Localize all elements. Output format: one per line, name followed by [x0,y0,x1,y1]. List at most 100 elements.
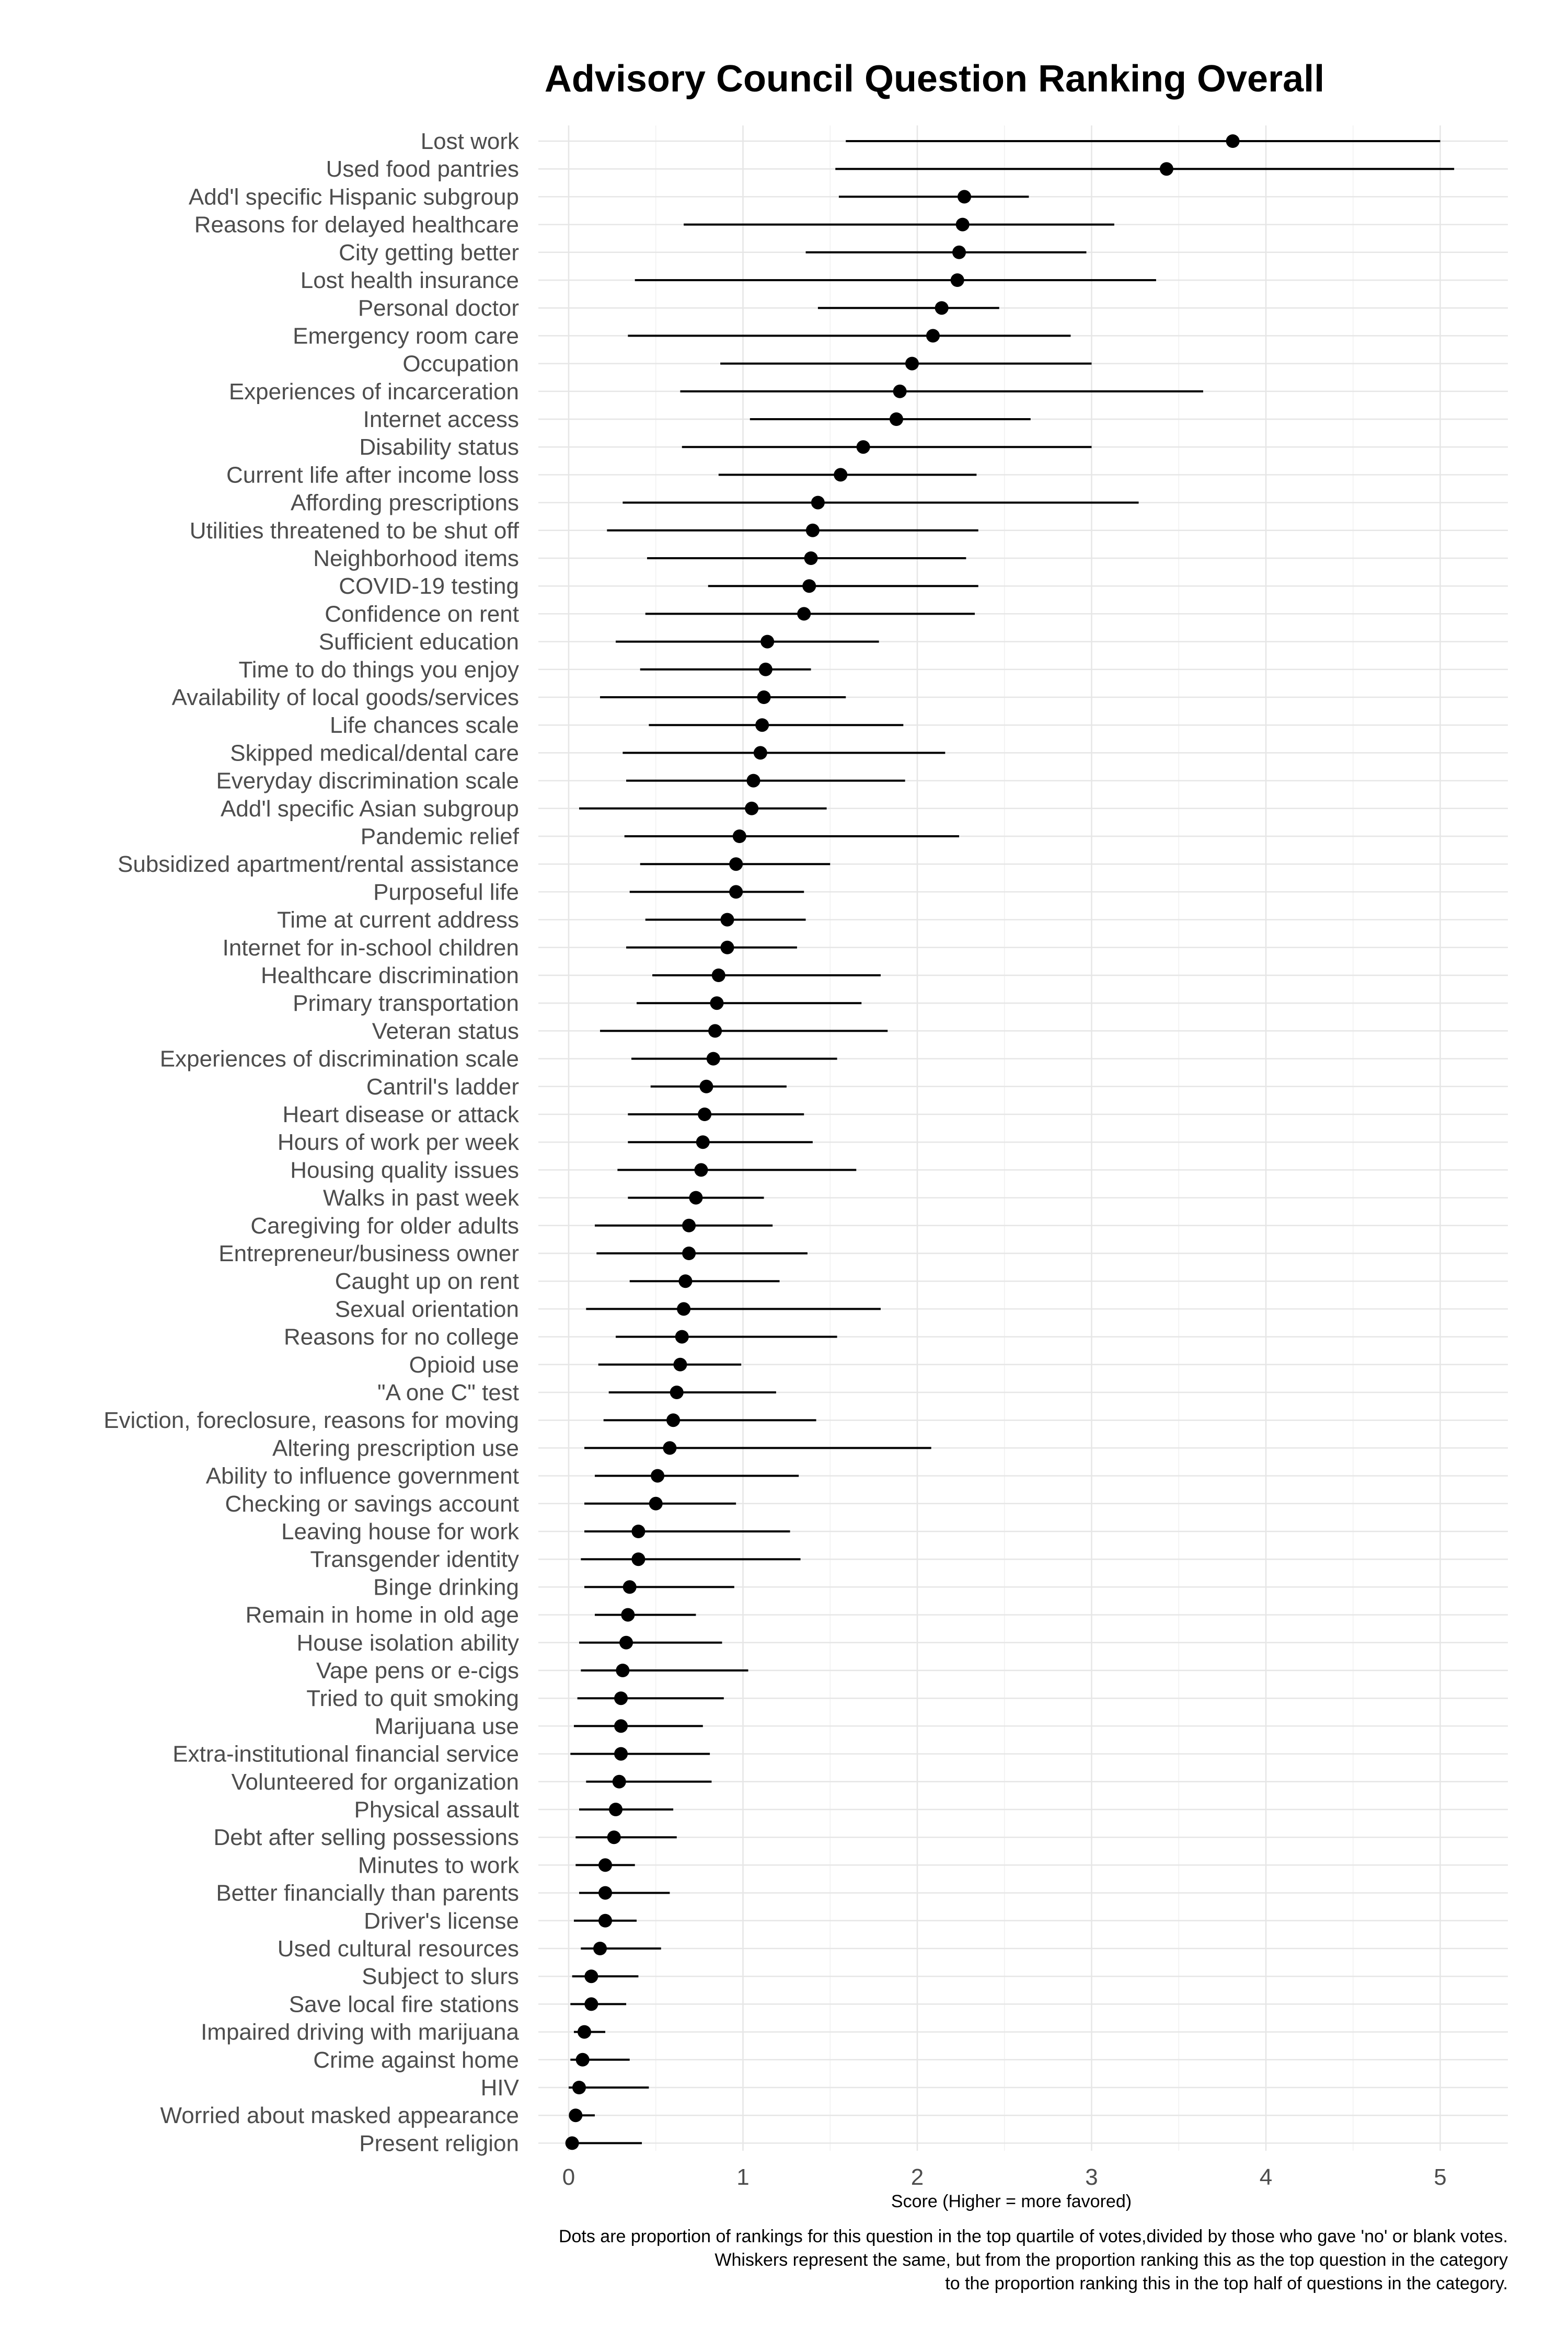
data-point [711,969,725,982]
data-point [935,301,949,315]
category-label: HIV [481,2075,520,2101]
category-label: Confidence on rent [325,601,519,627]
category-label: House isolation ability [296,1630,519,1656]
data-point [745,801,759,815]
data-point [696,1135,710,1149]
data-point [856,440,870,454]
category-label: Extra-institutional financial service [172,1742,519,1767]
data-point [755,718,769,732]
data-point [905,356,919,371]
category-label: Healthcare discrimination [261,963,519,988]
x-tick-label: 2 [911,2164,924,2190]
data-point [584,1997,598,2011]
category-label: Worried about masked appearance [160,2103,520,2128]
category-label: Subsidized apartment/rental assistance [118,851,519,877]
data-point [802,579,816,593]
data-point [699,1079,713,1093]
x-tick-label: 4 [1260,2164,1272,2190]
category-label: Caught up on rent [335,1269,519,1294]
data-point [621,1608,635,1622]
data-point [682,1247,696,1260]
category-label: Current life after income loss [226,462,519,488]
data-point [614,1719,628,1733]
data-point [682,1218,696,1232]
category-label: COVID-19 testing [339,573,519,599]
data-point [673,1357,687,1371]
category-label: Cantril's ladder [366,1074,519,1100]
data-point [720,940,734,954]
data-point [572,2081,586,2094]
category-label: Binge drinking [373,1574,519,1600]
data-point [952,245,966,259]
data-point [797,607,811,621]
data-point [575,2053,590,2067]
category-label: Personal doctor [358,295,519,321]
data-point [631,1525,645,1538]
data-point [612,1774,626,1789]
category-label: Purposeful life [373,879,519,905]
data-point [614,1691,628,1705]
data-point [893,384,907,398]
data-point [708,1024,722,1038]
category-label: Sufficient education [319,629,519,655]
data-point [805,523,820,537]
data-point [804,551,818,565]
category-label: Reasons for delayed healthcare [194,212,519,238]
category-label: Neighborhood items [313,546,519,571]
category-label: Eviction, foreclosure, reasons for movin… [103,1408,519,1433]
x-axis-label: Score (Higher = more favored) [891,2192,1132,2211]
data-point [729,857,743,871]
data-point [760,635,775,649]
data-point [649,1496,663,1511]
category-label: Availability of local goods/services [172,685,519,710]
category-label: Internet for in-school children [223,935,519,961]
data-point [631,1552,645,1566]
category-label: City getting better [339,240,519,266]
data-point [710,996,724,1010]
data-point [607,1830,621,1844]
data-point [598,1913,613,1928]
data-point [706,1052,720,1066]
data-point [698,1108,712,1121]
data-point [622,1580,637,1594]
category-label: Marijuana use [375,1713,519,1739]
category-label: Present religion [359,2130,519,2156]
data-point [651,1469,665,1483]
data-point [926,329,940,343]
category-label: Emergency room care [293,323,519,349]
data-point [584,1969,598,1984]
data-point [619,1635,633,1650]
data-point [729,885,743,899]
category-label: Experiences of discrimination scale [160,1046,519,1072]
category-label: Utilities threatened to be shut off [190,518,520,544]
category-label: Occupation [402,351,519,377]
data-point [666,1413,681,1427]
category-label: Hours of work per week [278,1129,520,1155]
data-point [1226,134,1240,148]
category-label: Add'l specific Hispanic subgroup [189,184,519,210]
category-label: Checking or savings account [225,1491,519,1517]
x-tick-label: 3 [1085,2164,1098,2190]
category-label: Internet access [363,407,519,432]
data-point [889,412,903,426]
data-point [955,217,970,232]
grid-lines [538,125,1508,2151]
data-point [950,273,964,287]
data-point [689,1191,703,1205]
category-label: Disability status [359,434,519,460]
category-label: Vape pens or e-cigs [316,1658,519,1684]
data-point [670,1386,684,1399]
category-label: Time at current address [277,907,519,933]
category-label: Impaired driving with marijuana [201,2020,519,2045]
data-point [753,746,767,760]
x-tick-labels: 0 1 2 3 4 5 [562,2164,1447,2190]
data-point [732,829,746,843]
data-point [757,690,771,704]
x-tick-label: 5 [1434,2164,1446,2190]
category-label: Tried to quit smoking [306,1686,519,1711]
category-label: Ability to influence government [206,1463,519,1489]
category-label: Minutes to work [358,1852,520,1878]
category-label: Transgender identity [310,1547,519,1572]
